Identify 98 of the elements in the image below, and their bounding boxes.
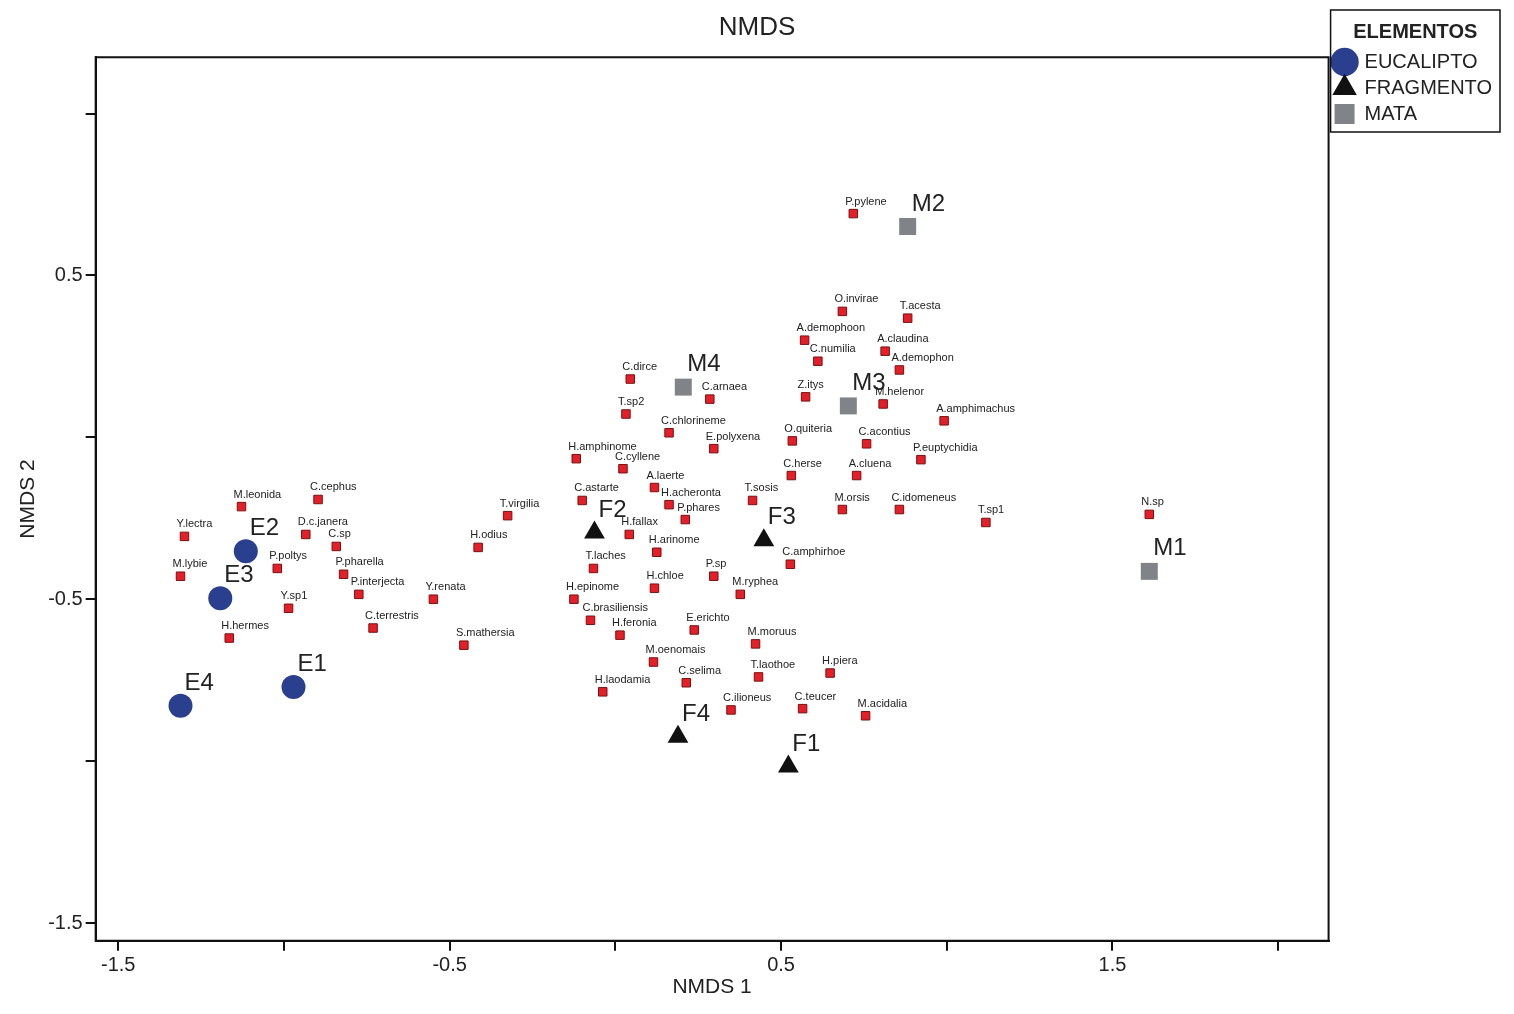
data-label: T.virgilia bbox=[499, 496, 541, 509]
data-label: C.numilia bbox=[809, 342, 857, 355]
data-label: H.chloe bbox=[646, 569, 684, 582]
data-label: C.selima bbox=[678, 663, 722, 676]
point bbox=[233, 539, 258, 564]
data-label: E.polyxena bbox=[705, 429, 762, 442]
data-label: H.laodamia bbox=[594, 672, 652, 685]
data-label: C.chlorineme bbox=[661, 413, 726, 426]
data-label: H.fallax bbox=[621, 515, 659, 528]
data-label: C.teucer bbox=[794, 689, 837, 702]
point bbox=[208, 586, 233, 611]
data-label: P.euptychidia bbox=[912, 440, 979, 453]
data-label: F4 bbox=[681, 698, 710, 726]
data-label: H.acheronta bbox=[661, 485, 722, 498]
data-label: H.feronia bbox=[611, 616, 658, 629]
data-label: T.laches bbox=[585, 549, 627, 562]
data-label: P.interjecta bbox=[350, 575, 406, 588]
data-label: C.brasiliensis bbox=[582, 601, 649, 614]
data-label: F1 bbox=[792, 728, 821, 756]
data-label: Y.renata bbox=[425, 580, 467, 593]
data-label: A.cluena bbox=[848, 456, 893, 469]
data-label: P.pharella bbox=[335, 555, 385, 568]
data-label: D.c.janera bbox=[297, 515, 349, 528]
data-label: M.lybie bbox=[172, 557, 208, 570]
data-label: O.invirae bbox=[834, 292, 879, 305]
data-label: C.amphirhoe bbox=[782, 545, 846, 558]
data-label: H.piera bbox=[822, 654, 859, 667]
x-tick-label: -1.5 bbox=[100, 953, 136, 976]
data-label: P.poltys bbox=[269, 549, 308, 562]
point bbox=[168, 693, 193, 718]
data-label: A.demophoon bbox=[796, 321, 866, 334]
data-label: T.sp1 bbox=[977, 503, 1005, 516]
data-label: M.ryphea bbox=[732, 575, 780, 588]
data-label: F3 bbox=[767, 502, 796, 530]
data-label: H.odius bbox=[470, 528, 508, 541]
x-axis-title: NMDS 1 bbox=[672, 974, 752, 998]
data-label: C.cyllene bbox=[614, 449, 661, 462]
data-label: C.sp bbox=[328, 527, 351, 540]
y-tick-label: 0.5 bbox=[54, 262, 83, 285]
data-label: A.amphimachus bbox=[936, 401, 1016, 414]
data-label: M2 bbox=[911, 188, 946, 216]
data-label: H.amphinome bbox=[568, 439, 637, 452]
data-label: E2 bbox=[249, 513, 280, 541]
legend-label: MATA bbox=[1364, 101, 1418, 124]
data-label: C.ilioneus bbox=[723, 690, 772, 703]
data-label: C.terrestris bbox=[365, 609, 420, 622]
data-label: C.arnaea bbox=[701, 380, 748, 393]
data-label: M4 bbox=[687, 349, 721, 377]
data-label: T.sp2 bbox=[617, 395, 645, 408]
point bbox=[899, 218, 917, 236]
data-label: P.pylene bbox=[845, 194, 887, 207]
data-label: T.acesta bbox=[899, 299, 942, 312]
legend-label: EUCALIPTO bbox=[1364, 49, 1478, 72]
x-tick-label: 0.5 bbox=[767, 953, 795, 976]
point bbox=[839, 397, 857, 415]
data-label: C.acontius bbox=[858, 424, 912, 437]
data-label: C.astarte bbox=[574, 481, 619, 494]
data-label: T.sosis bbox=[744, 481, 779, 494]
y-tick-label: -0.5 bbox=[48, 586, 83, 609]
data-label: H.arinome bbox=[648, 533, 700, 546]
data-label: S.mathersia bbox=[455, 626, 516, 639]
data-label: M.oenomais bbox=[645, 643, 706, 656]
data-label: T.laothoe bbox=[750, 657, 796, 670]
point bbox=[1140, 562, 1158, 580]
point bbox=[281, 674, 306, 699]
data-label: A.demophon bbox=[891, 350, 954, 363]
data-label: M.orsis bbox=[834, 490, 871, 503]
x-tick-label: 1.5 bbox=[1098, 953, 1127, 976]
data-label: M.leonida bbox=[233, 487, 283, 500]
data-label: Y.sp1 bbox=[280, 589, 308, 602]
data-label: M1 bbox=[1153, 533, 1187, 561]
data-label: E4 bbox=[184, 667, 214, 695]
data-label: A.claudina bbox=[877, 332, 930, 345]
data-label: P.phares bbox=[677, 500, 721, 513]
data-label: M.acidalia bbox=[857, 696, 908, 709]
chart-title: NMDS bbox=[718, 10, 796, 41]
data-label: C.cephus bbox=[310, 480, 358, 493]
data-label: E1 bbox=[297, 648, 327, 676]
data-label: H.epinome bbox=[565, 580, 620, 593]
data-label: Z.itys bbox=[797, 377, 825, 390]
y-tick-label: -1.5 bbox=[48, 910, 83, 933]
legend-label: FRAGMENTO bbox=[1364, 75, 1493, 98]
point bbox=[674, 378, 692, 396]
data-label: P.sp bbox=[705, 557, 727, 570]
legend-title: ELEMENTOS bbox=[1353, 19, 1478, 42]
data-label: E3 bbox=[224, 560, 254, 588]
data-label: E.erichto bbox=[686, 610, 730, 623]
data-label: C.dirce bbox=[622, 360, 658, 373]
y-axis-title: NMDS 2 bbox=[15, 459, 39, 539]
data-label: M.moruus bbox=[747, 624, 797, 637]
data-label: O.quiteria bbox=[784, 421, 833, 434]
data-label: C.idomeneus bbox=[891, 490, 957, 503]
data-label: H.hermes bbox=[221, 619, 270, 632]
x-tick-label: -0.5 bbox=[432, 953, 467, 976]
data-label: A.laerte bbox=[646, 468, 685, 481]
data-label: N.sp bbox=[1141, 495, 1164, 508]
data-label: Y.lectra bbox=[176, 517, 214, 530]
data-label: C.herse bbox=[783, 456, 822, 469]
